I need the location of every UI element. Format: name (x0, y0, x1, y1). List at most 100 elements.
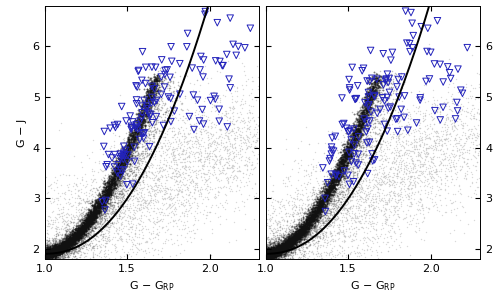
Point (289, 241, 297, 246)
Point (316, 226, 324, 231)
Point (288, 245, 296, 250)
Point (381, 182, 389, 186)
Point (72, 235, 80, 240)
Point (76, 231, 84, 236)
Point (143, 181, 151, 186)
Point (266, 253, 274, 257)
Point (341, 146, 348, 151)
Point (70, 239, 78, 244)
Point (111, 177, 119, 182)
Point (337, 161, 345, 166)
Point (353, 175, 361, 180)
Point (297, 225, 305, 229)
Point (322, 195, 330, 200)
Point (44, 251, 51, 256)
Point (277, 247, 285, 252)
Point (66, 235, 74, 240)
Point (56, 250, 64, 255)
Point (78, 216, 86, 221)
Point (51, 246, 59, 251)
Point (154, 103, 162, 107)
Point (122, 236, 130, 241)
Point (369, 118, 377, 123)
Point (362, 152, 370, 157)
Point (363, 101, 371, 105)
Point (393, 147, 400, 152)
Point (50, 246, 58, 251)
Point (71, 233, 79, 238)
Point (288, 246, 296, 250)
Point (351, 204, 359, 209)
Point (100, 192, 108, 197)
Point (141, 111, 148, 116)
Point (263, 251, 271, 256)
Point (98, 212, 105, 217)
Point (365, 97, 373, 102)
Point (303, 226, 311, 231)
Point (347, 145, 355, 150)
Point (364, 106, 372, 111)
Point (268, 247, 276, 252)
Point (141, 107, 149, 111)
Point (312, 222, 320, 227)
Point (47, 251, 54, 256)
Point (219, 63, 227, 68)
Point (282, 237, 290, 242)
Point (63, 245, 71, 250)
Point (298, 225, 306, 230)
Point (414, 189, 422, 194)
Point (391, 218, 399, 222)
Point (416, 163, 424, 168)
Point (104, 176, 112, 181)
Point (197, 152, 205, 157)
Point (307, 170, 315, 175)
Point (385, 199, 393, 204)
Point (77, 228, 85, 232)
Point (191, 156, 199, 161)
Point (349, 147, 357, 151)
Point (347, 144, 355, 148)
Point (59, 256, 67, 261)
Point (79, 219, 87, 224)
Point (262, 250, 270, 255)
Point (323, 187, 331, 191)
Point (394, 191, 401, 196)
Point (384, 218, 392, 222)
Point (78, 231, 86, 236)
Point (318, 200, 326, 204)
Point (155, 166, 163, 171)
Point (346, 178, 353, 182)
Point (63, 239, 71, 244)
Point (273, 251, 281, 256)
Point (87, 222, 95, 227)
Point (278, 242, 286, 247)
Point (268, 250, 276, 254)
Point (49, 253, 57, 258)
Point (409, 192, 417, 197)
Point (367, 244, 375, 249)
Point (304, 216, 312, 221)
Point (367, 144, 375, 148)
Point (339, 160, 346, 165)
Point (125, 154, 133, 159)
Point (57, 251, 65, 256)
Point (99, 189, 107, 194)
Point (171, 168, 179, 173)
Point (328, 178, 336, 183)
Point (115, 170, 123, 175)
Point (305, 217, 313, 222)
Point (139, 125, 147, 130)
Point (48, 247, 56, 252)
Point (177, 152, 185, 157)
Point (156, 186, 164, 191)
Point (228, 128, 236, 133)
Point (356, 219, 364, 223)
Point (245, 173, 252, 178)
Point (384, 80, 392, 85)
Point (101, 196, 109, 201)
Point (304, 222, 312, 227)
Point (81, 232, 89, 237)
Point (366, 105, 374, 110)
Point (180, 119, 188, 124)
Point (331, 186, 339, 191)
